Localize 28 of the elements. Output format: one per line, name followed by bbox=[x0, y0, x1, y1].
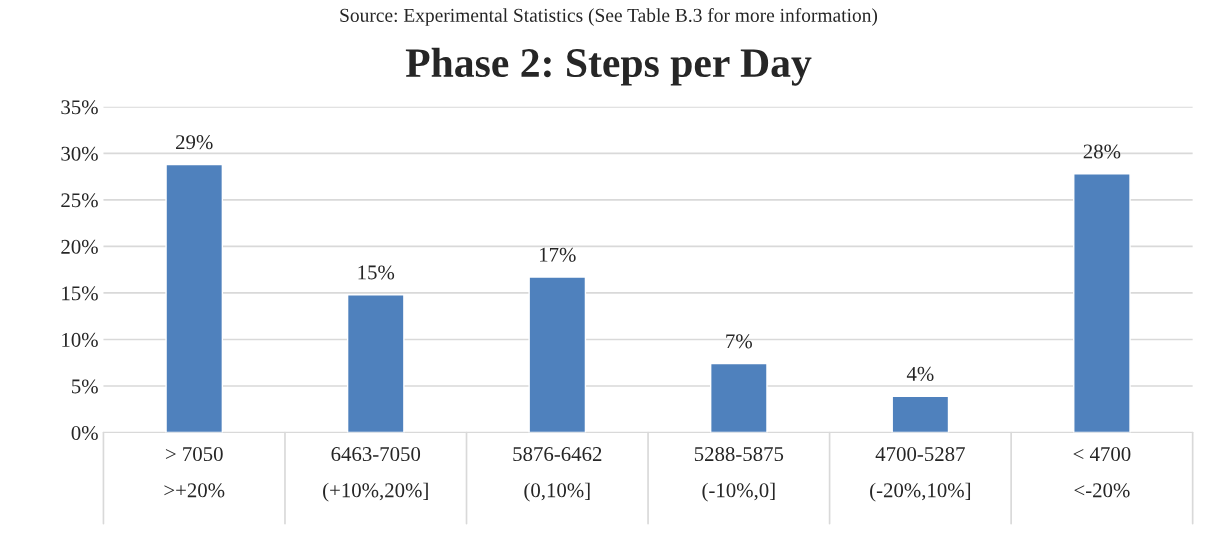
y-tick-label: 20% bbox=[61, 239, 98, 254]
x-tick-label: > 7050 >+20% bbox=[164, 447, 225, 498]
y-tick-label: 30% bbox=[61, 146, 98, 161]
y-tick-label: 25% bbox=[61, 193, 98, 208]
x-tick-label: 6463-7050 (+10%,20%] bbox=[323, 447, 428, 502]
data-label: 28% bbox=[1083, 144, 1121, 159]
y-tick-label: 35% bbox=[61, 100, 98, 115]
y-tick-label: 0% bbox=[71, 425, 98, 441]
source-note: Source: Experimental Statistics (See Table B.3 for more information) bbox=[340, 8, 878, 26]
data-label: 4% bbox=[906, 366, 934, 381]
x-tick-label: 4700-5287 (-20%,10%] bbox=[870, 447, 971, 502]
y-tick-label: 5% bbox=[72, 379, 98, 394]
x-tick-label: < 4700 <-20% bbox=[1073, 447, 1131, 498]
data-label: 7% bbox=[726, 334, 752, 349]
data-label: 15% bbox=[358, 265, 395, 280]
y-tick-label: 15% bbox=[62, 286, 98, 301]
bar bbox=[165, 163, 224, 433]
bar bbox=[1073, 173, 1131, 433]
bar bbox=[891, 395, 950, 433]
chart-title: Phase 2: Steps per Day bbox=[405, 47, 812, 86]
bar bbox=[528, 276, 587, 433]
y-tick-label: 10% bbox=[62, 332, 98, 347]
bar bbox=[709, 362, 768, 433]
bar bbox=[346, 294, 405, 433]
x-tick-label: 5288-5875 (-10%,0] bbox=[694, 447, 784, 502]
data-label: 29% bbox=[176, 135, 213, 150]
x-tick-label: 5876-6462 (0,10%] bbox=[513, 447, 602, 502]
data-label: 17% bbox=[540, 247, 576, 262]
